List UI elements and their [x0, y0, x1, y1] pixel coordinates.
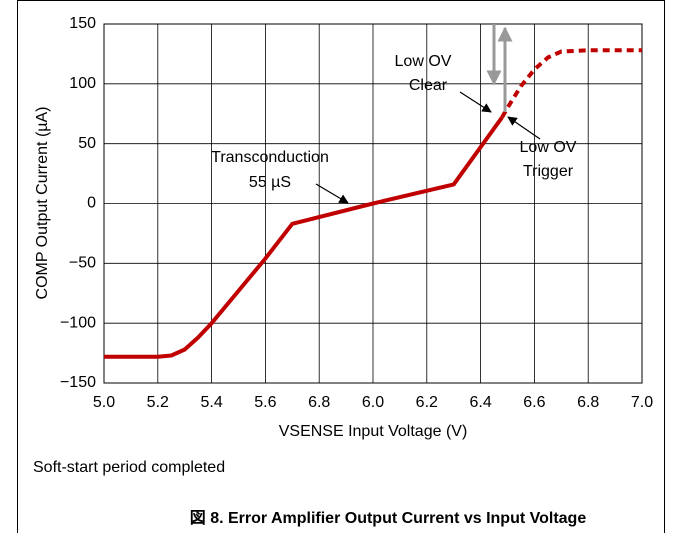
x-tick-label: 5.4	[200, 394, 222, 411]
y-tick-label: 50	[78, 135, 96, 152]
x-tick-label: 6.0	[362, 394, 384, 411]
arrow	[459, 91, 492, 113]
y-tick-label: −100	[60, 314, 96, 331]
x-tick-label: 5.0	[93, 394, 115, 411]
x-tick-label: 6.8	[577, 394, 599, 411]
annotation: Transconduction	[211, 149, 329, 166]
x-tick-label: 7.0	[631, 394, 653, 411]
data-line	[500, 48, 642, 119]
annotation: 55 µS	[249, 174, 291, 191]
x-tick-label: 5.2	[147, 394, 169, 411]
annotation: Trigger	[523, 163, 574, 180]
y-tick-label: 100	[69, 75, 96, 92]
x-tick-label: 6.8	[308, 394, 330, 411]
x-tick-label: 6.4	[469, 394, 491, 411]
x-tick-label: 5.6	[254, 394, 276, 411]
y-tick-label: −150	[60, 374, 96, 391]
caption: 図 8. Error Amplifier Output Current vs I…	[190, 509, 587, 527]
arrow	[507, 116, 541, 140]
y-tick-label: 150	[69, 15, 96, 32]
annotation: Low OV	[520, 139, 577, 156]
x-tick-label: 6.6	[523, 394, 545, 411]
y-tick-label: 0	[87, 195, 96, 212]
plot-border	[103, 23, 643, 384]
annotation: Low OV	[395, 53, 452, 70]
frame	[17, 0, 665, 538]
x-tick-label: 6.2	[416, 394, 438, 411]
data-line	[104, 116, 504, 359]
annotation: Clear	[409, 77, 448, 94]
footer-text: Soft-start period completed	[33, 459, 225, 476]
x-axis-label: VSENSE Input Voltage (V)	[279, 423, 468, 440]
y-tick-label: −50	[69, 255, 96, 272]
y-axis-label: COMP Output Current (µA)	[34, 107, 51, 300]
arrow	[315, 183, 349, 204]
